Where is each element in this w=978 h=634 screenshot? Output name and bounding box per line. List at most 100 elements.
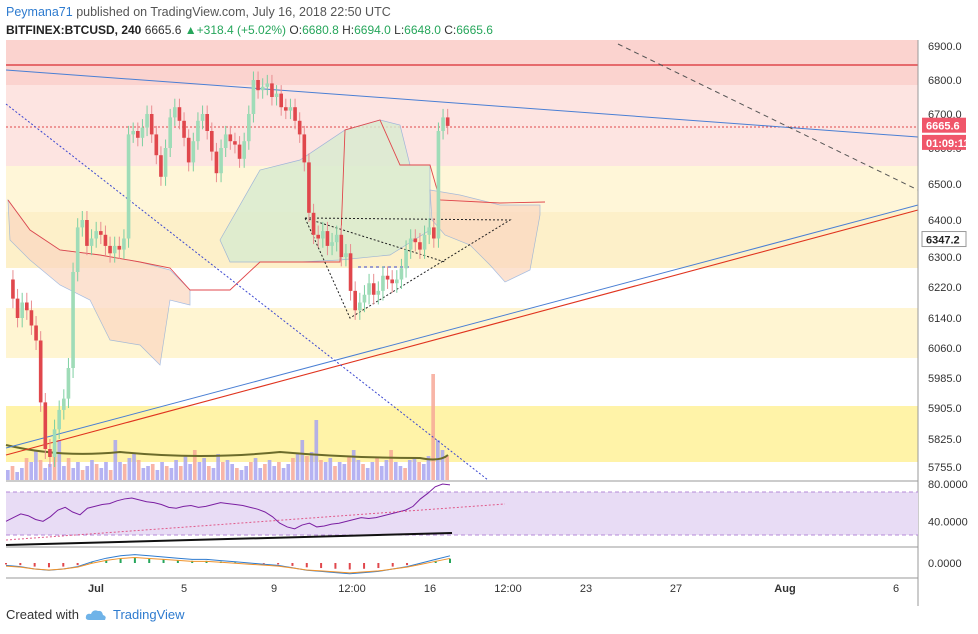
volume-bar: [263, 464, 267, 480]
time-tick-label: 16: [424, 583, 436, 595]
last-price: 6665.6: [144, 23, 182, 37]
volume-bar: [291, 458, 295, 480]
candle-body: [205, 114, 209, 131]
descending-trendline: [5, 69, 919, 138]
volume-ma-line: [5, 444, 449, 461]
open-value: 6680.8: [302, 23, 339, 37]
volume-bar: [118, 462, 122, 480]
candle-body: [371, 283, 376, 295]
candle-body: [85, 220, 89, 246]
author-link[interactable]: Peymana71: [6, 5, 73, 19]
volume-bar: [34, 450, 38, 480]
candle-body: [163, 148, 168, 177]
rsi-tick-label: 40.0000: [928, 516, 968, 528]
price-tick-label: 5905.0: [928, 403, 962, 415]
volume-bar: [426, 456, 431, 480]
volume-bar: [407, 460, 412, 480]
candle-body: [274, 93, 279, 97]
candle-body: [256, 80, 260, 91]
volume-bar: [225, 460, 230, 480]
price-tick-label: 6220.0: [928, 282, 962, 294]
volume-bar: [230, 464, 235, 480]
candle-body: [321, 231, 325, 239]
candle-body: [89, 238, 94, 246]
volume-bar: [389, 450, 393, 480]
price-tick-label: 6140.0: [928, 313, 962, 325]
price-tick-label: 5825.0: [928, 434, 962, 446]
candle-body: [191, 141, 196, 163]
volume-bar: [183, 456, 188, 480]
candle-body: [316, 234, 320, 239]
volume-bar: [155, 470, 160, 480]
resistance-zone-upper: [6, 40, 918, 85]
candle-body: [422, 234, 427, 250]
volume-bar: [57, 440, 62, 480]
volume-bar: [104, 462, 108, 480]
price-tick-label: 6900.0: [928, 41, 962, 53]
candle-body: [62, 398, 66, 410]
volume-bar: [202, 458, 206, 480]
candle-body: [367, 283, 371, 295]
price-tick-label: 6800.0: [928, 75, 962, 87]
candle-body: [103, 234, 108, 246]
low-value: 6648.0: [404, 23, 441, 37]
macd-tick-label: 0.0000: [928, 558, 962, 570]
rsi-support-line: [5, 532, 453, 546]
volume-bar: [342, 464, 347, 480]
volume-bar: [272, 466, 277, 480]
volume-bar: [85, 466, 90, 480]
volume-bar: [169, 468, 174, 480]
candle-body: [237, 144, 242, 159]
volume-bar: [71, 468, 76, 480]
volume-bar: [370, 462, 375, 480]
time-tick-label: 9: [271, 583, 277, 595]
time-tick-label: 6: [893, 583, 899, 595]
ohlc-bar: BITFINEX:BTCUSD, 240 6665.6 ▲+318.4 (+5.…: [6, 22, 493, 38]
volume-bar: [361, 464, 365, 480]
high-label: H:: [342, 23, 355, 37]
candle-body: [260, 86, 265, 91]
tradingview-link[interactable]: TradingView: [112, 607, 185, 622]
price-tick-label: 5985.0: [928, 373, 962, 385]
volume-bar: [305, 456, 309, 480]
rsi-tick-label: 80.0000: [928, 479, 968, 491]
price-tag-last: 6665.6: [926, 121, 960, 133]
volume-bar: [150, 464, 155, 480]
volume-bar: [375, 458, 379, 480]
volume-bar: [412, 458, 417, 480]
volume-bar: [160, 462, 164, 480]
volume-bar: [206, 466, 211, 480]
time-axis[interactable]: Jul 5 9 12:00 16 12:00 23 27 Aug 6: [6, 577, 918, 595]
price-tag-bg: [922, 117, 966, 133]
volume-bar: [132, 454, 136, 480]
volume-bar: [113, 440, 118, 480]
candle-body: [112, 245, 117, 254]
candle-body: [265, 83, 270, 87]
volume-bar: [178, 466, 183, 480]
volume-bar: [38, 460, 43, 480]
volume-bar: [43, 468, 48, 480]
footer: Created with TradingView: [6, 607, 185, 622]
candle-body: [29, 310, 34, 326]
candle-body: [358, 302, 362, 311]
candle-body: [339, 234, 344, 257]
candle-body: [395, 279, 399, 284]
candle-body: [413, 238, 418, 243]
candle-body: [325, 231, 330, 246]
price-tick-label: 6500.0: [928, 179, 962, 191]
candle-body: [75, 227, 80, 272]
candle-body: [173, 107, 177, 118]
volume-bar: [258, 468, 263, 480]
candle-body: [247, 114, 251, 142]
candle-body: [353, 290, 357, 311]
candle-body: [251, 80, 256, 114]
volume-bar: [249, 462, 253, 480]
volume-bar: [347, 456, 351, 480]
candle-body: [186, 137, 191, 163]
volume-bar: [333, 466, 337, 480]
volume-bar: [417, 462, 421, 480]
volume-bar: [174, 460, 178, 480]
candle-body: [11, 279, 15, 299]
volume-bar: [108, 470, 113, 480]
